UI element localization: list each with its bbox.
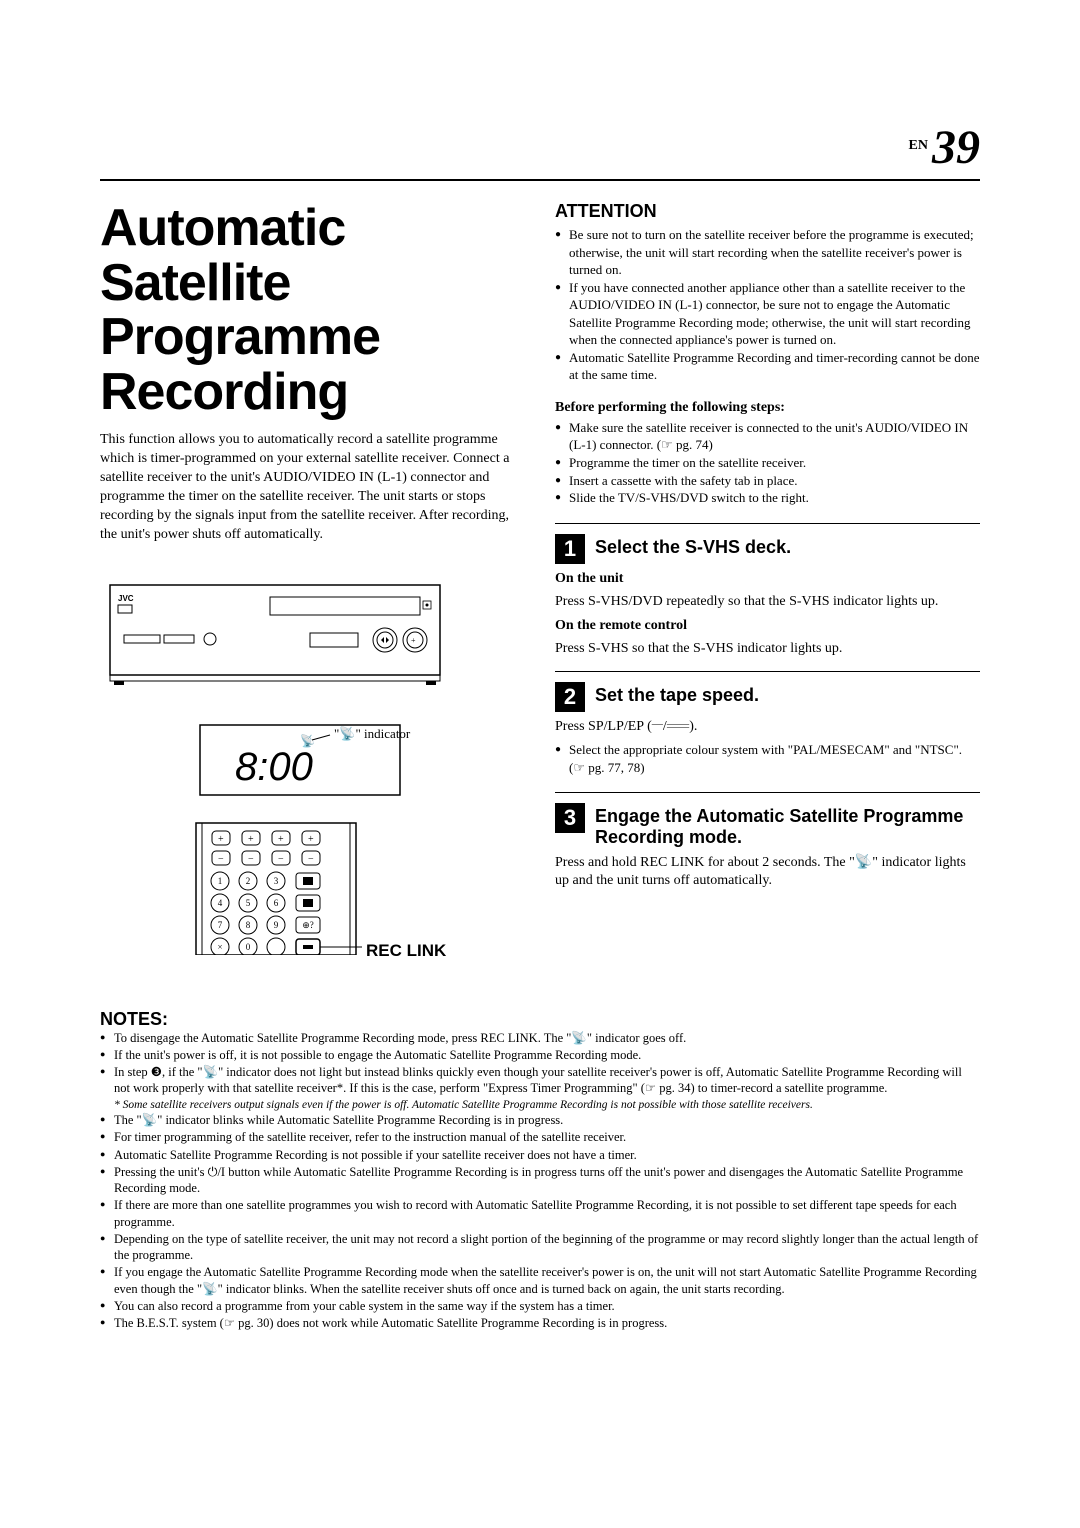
page-number-prefix: EN (909, 138, 928, 153)
note-item: If you engage the Automatic Satellite Pr… (100, 1264, 980, 1297)
remote-plus-row: + + + + (212, 831, 320, 845)
svg-text:+: + (411, 636, 416, 645)
notes-section: NOTES: To disengage the Automatic Satell… (100, 1009, 980, 1332)
intro-paragraph: This function allows you to automaticall… (100, 431, 525, 544)
step-text: Press S-VHS so that the S-VHS indicator … (555, 640, 980, 659)
note-item: You can also record a programme from you… (100, 1298, 980, 1314)
note-item: For timer programming of the satellite r… (100, 1129, 980, 1145)
svg-text:−: − (308, 854, 314, 865)
svg-text:+: + (308, 834, 314, 845)
note-item: If there are more than one satellite pro… (100, 1197, 980, 1230)
step-number-box: 3 (555, 803, 585, 833)
notes-heading: NOTES: (100, 1009, 980, 1030)
step-text: Press and hold REC LINK for about 2 seco… (555, 854, 980, 892)
brand-label: JVC (118, 594, 134, 603)
svg-text:8: 8 (246, 920, 251, 930)
svg-text:×: × (217, 942, 222, 952)
left-column: Automatic Satellite Programme Recording … (100, 201, 525, 995)
divider (555, 523, 980, 524)
step-2: 2 Set the tape speed. (555, 682, 980, 712)
rec-link-callout: REC LINK (366, 941, 791, 961)
step-number-box: 2 (555, 682, 585, 712)
vcr-diagram-svg: JVC + 8:00 (100, 575, 450, 955)
note-item: If the unit's power is off, it is not po… (100, 1047, 980, 1063)
divider (555, 671, 980, 672)
display-time: 8:00 (235, 745, 313, 789)
right-column: ATTENTION Be sure not to turn on the sat… (555, 201, 980, 995)
svg-text:−: − (278, 854, 284, 865)
svg-text:+: + (278, 834, 284, 845)
note-item: The B.E.S.T. system (☞ pg. 30) does not … (100, 1315, 980, 1331)
svg-text:9: 9 (274, 920, 279, 930)
svg-text:−: − (248, 854, 254, 865)
svg-text:2: 2 (246, 876, 251, 886)
step-title: Engage the Automatic Satellite Programme… (595, 806, 980, 847)
before-item: Insert a cassette with the safety tab in… (555, 472, 980, 490)
svg-text:📡: 📡 (300, 733, 315, 748)
step-sub: On the unit (555, 571, 623, 586)
svg-text:+: + (248, 834, 254, 845)
indicator-callout: "📡" indicator (334, 725, 411, 741)
page-number: 39 (932, 121, 980, 174)
svg-text:⊕?: ⊕? (302, 920, 314, 930)
note-item: Automatic Satellite Programme Recording … (100, 1147, 980, 1163)
step-1: 1 Select the S-VHS deck. (555, 534, 980, 564)
note-footnote: * Some satellite receivers output signal… (114, 1098, 980, 1112)
before-list: Make sure the satellite receiver is conn… (555, 419, 980, 507)
step-sub: On the remote control (555, 618, 687, 633)
remote-minus-row: − − − − (212, 851, 320, 865)
svg-text:+: + (218, 834, 224, 845)
step-title: Set the tape speed. (595, 685, 759, 706)
svg-text:6: 6 (274, 898, 279, 908)
step-text: Press S-VHS/DVD repeatedly so that the S… (555, 593, 980, 612)
step-2-bullets: Select the appropriate colour system wit… (555, 741, 980, 776)
step-line: Press SP/LP/EP (𝄖/𝄗𝄗). (555, 718, 980, 737)
note-item: The "📡" indicator blinks while Automatic… (100, 1112, 980, 1128)
svg-text:4: 4 (218, 898, 223, 908)
remote-digits: 1 2 3 4 5 6 7 8 9 ⊕? × 0 (211, 872, 320, 955)
attention-item: Be sure not to turn on the satellite rec… (555, 226, 980, 279)
page-title: Automatic Satellite Programme Recording (100, 201, 525, 419)
svg-text:0: 0 (246, 942, 251, 952)
note-item: To disengage the Automatic Satellite Pro… (100, 1030, 980, 1046)
note-item: Pressing the unit's ⏻/I button while Aut… (100, 1164, 980, 1197)
step-number-box: 1 (555, 534, 585, 564)
notes-list: To disengage the Automatic Satellite Pro… (100, 1030, 980, 1332)
svg-text:−: − (218, 854, 224, 865)
svg-text:7: 7 (218, 920, 223, 930)
attention-heading: ATTENTION (555, 201, 980, 222)
attention-list: Be sure not to turn on the satellite rec… (555, 226, 980, 384)
attention-item: Automatic Satellite Programme Recording … (555, 349, 980, 384)
before-item: Programme the timer on the satellite rec… (555, 454, 980, 472)
step-3: 3 Engage the Automatic Satellite Program… (555, 803, 980, 847)
step-bullet: Select the appropriate colour system wit… (555, 741, 980, 776)
divider (555, 792, 980, 793)
before-item: Make sure the satellite receiver is conn… (555, 419, 980, 454)
content-columns: Automatic Satellite Programme Recording … (100, 201, 980, 995)
attention-item: If you have connected another appliance … (555, 279, 980, 349)
page-header: EN 39 (100, 120, 980, 181)
vcr-figure: JVC + 8:00 (100, 575, 525, 975)
svg-text:5: 5 (246, 898, 251, 908)
note-item: In step ❸, if the "📡" indicator does not… (100, 1064, 980, 1097)
before-heading: Before performing the following steps: (555, 400, 980, 416)
step-title: Select the S-VHS deck. (595, 537, 791, 558)
svg-text:3: 3 (274, 876, 279, 886)
svg-text:1: 1 (218, 876, 223, 886)
note-item: Depending on the type of satellite recei… (100, 1231, 980, 1264)
before-item: Slide the TV/S-VHS/DVD switch to the rig… (555, 489, 980, 507)
